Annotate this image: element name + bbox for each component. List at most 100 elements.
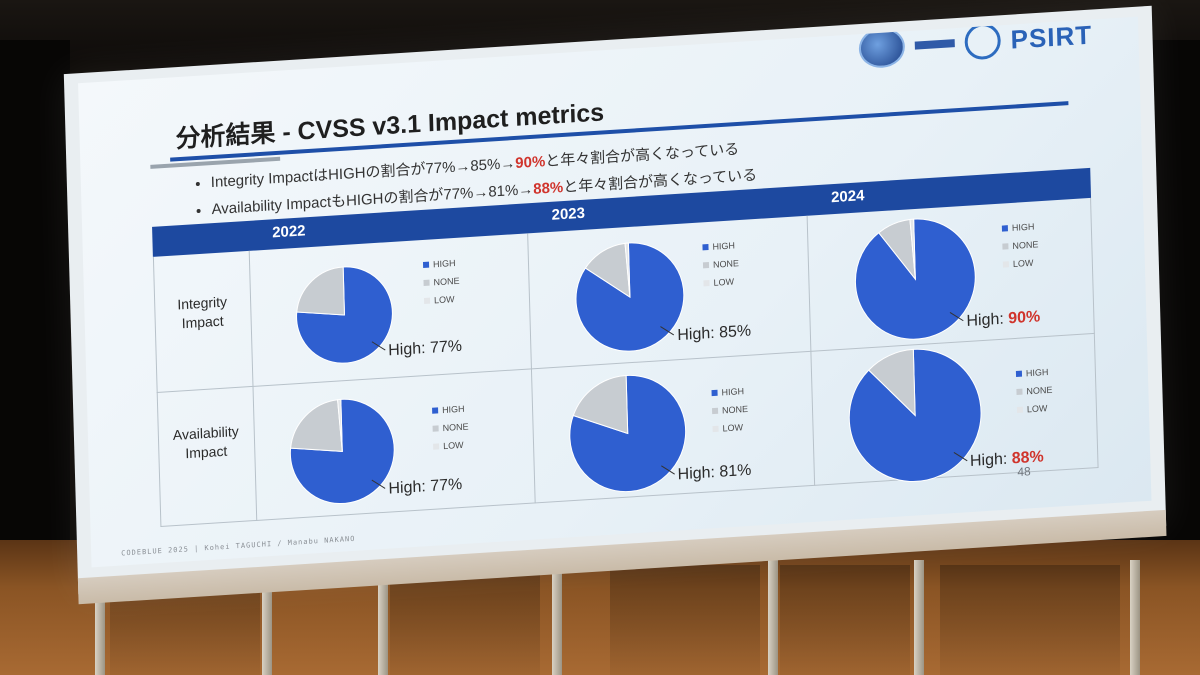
legend-swatch xyxy=(1001,225,1008,232)
legend-item: HIGH xyxy=(711,382,747,402)
legend-label: NONE xyxy=(712,258,740,270)
pie-legend: HIGH NONE LOW xyxy=(711,382,748,438)
logo-stripe xyxy=(914,39,955,50)
high-percent-label: High: 77% xyxy=(388,337,463,360)
pie-chart xyxy=(848,348,982,482)
pie-slice-low xyxy=(337,398,343,452)
legend-label: NONE xyxy=(721,403,749,416)
legend-swatch xyxy=(711,407,719,415)
legend-swatch xyxy=(711,389,718,397)
legend-item: NONE xyxy=(1016,381,1053,401)
page-number: 48 xyxy=(1017,464,1031,480)
legend-label: NONE xyxy=(1012,239,1039,251)
legend-label: NONE xyxy=(442,421,469,434)
bullet-highlight: 90% xyxy=(515,153,546,172)
high-label-value: 90% xyxy=(1008,308,1041,328)
pie-chart-cell: HIGH NONE LOW High: 90% xyxy=(812,205,1085,347)
year-header-2023: 2023 xyxy=(551,204,586,224)
wall-post xyxy=(378,560,388,675)
wall-panel xyxy=(610,565,760,675)
legend-item: NONE xyxy=(1002,235,1039,255)
row-label-line: Impact xyxy=(181,312,224,332)
wall-panel xyxy=(940,565,1120,675)
legend-label: HIGH xyxy=(721,386,745,398)
pie-chart-cell: HIGH NONE LOW High: 81% xyxy=(536,358,809,500)
legend-label: NONE xyxy=(1026,384,1053,397)
pie-chart-cell: HIGH NONE LOW High: 88% xyxy=(816,341,1089,483)
pie-legend: HIGH NONE LOW xyxy=(432,399,469,455)
row-label-availability: Availability Impact xyxy=(166,421,247,464)
legend-item: HIGH xyxy=(432,399,468,419)
legend-item: HIGH xyxy=(422,254,459,274)
pie-legend: HIGH NONE LOW xyxy=(1015,363,1053,419)
wall-post xyxy=(95,560,105,675)
legend-item: LOW xyxy=(1016,399,1053,419)
globe-logo-icon xyxy=(858,26,906,70)
wall-panel xyxy=(390,565,540,675)
pie-chart xyxy=(569,374,687,493)
legend-swatch xyxy=(422,261,430,268)
legend-item: NONE xyxy=(702,254,740,274)
legend-item: LOW xyxy=(1002,253,1039,273)
wall-post xyxy=(552,560,562,675)
wall-post xyxy=(1130,560,1140,675)
high-percent-label: High: 88% xyxy=(970,448,1044,471)
legend-label: HIGH xyxy=(1011,221,1035,233)
left-speaker xyxy=(0,40,70,560)
legend-item: LOW xyxy=(433,435,469,455)
legend-item: NONE xyxy=(432,417,469,437)
legend-swatch xyxy=(432,425,439,432)
high-percent-label: High: 81% xyxy=(677,461,752,484)
legend-swatch xyxy=(423,297,431,304)
legend-swatch xyxy=(702,262,710,269)
legend-swatch xyxy=(1015,370,1023,377)
legend-label: HIGH xyxy=(432,257,456,270)
high-percent-label: High: 77% xyxy=(388,476,463,498)
legend-swatch xyxy=(1002,243,1009,250)
legend-label: LOW xyxy=(433,294,455,306)
row-label-integrity: Integrity Impact xyxy=(162,291,243,334)
wall-post xyxy=(262,560,272,675)
legend-swatch xyxy=(432,407,439,414)
legend-label: HIGH xyxy=(712,240,736,252)
legend-item: HIGH xyxy=(1015,363,1052,383)
legend-label: LOW xyxy=(722,422,744,434)
pie-chart xyxy=(289,398,395,505)
pie-slice-none xyxy=(296,266,345,316)
legend-swatch xyxy=(703,280,710,287)
legend-swatch xyxy=(1016,406,1024,413)
legend-item: HIGH xyxy=(1001,217,1038,237)
pie-legend: HIGH NONE LOW xyxy=(702,236,739,292)
legend-label: NONE xyxy=(433,275,460,288)
legend-item: NONE xyxy=(711,400,749,420)
projection-screen: PSIRT 分析結果 - CVSS v3.1 Impact metrics In… xyxy=(63,5,1167,605)
legend-item: LOW xyxy=(712,418,748,438)
legend-item: NONE xyxy=(423,272,460,292)
legend-swatch xyxy=(433,443,440,450)
high-label-prefix: High: xyxy=(969,450,1012,470)
psirt-logo-text: PSIRT xyxy=(1010,19,1093,55)
pie-slice-low xyxy=(624,242,631,298)
psirt-mark-icon xyxy=(964,22,1002,61)
bullet-highlight: 88% xyxy=(533,179,564,198)
legend-swatch xyxy=(702,244,709,251)
legend-item: LOW xyxy=(423,290,460,310)
legend-label: LOW xyxy=(1012,257,1034,269)
legend-item: HIGH xyxy=(702,236,738,256)
legend-label: HIGH xyxy=(441,403,465,416)
wall-panel xyxy=(780,565,910,675)
high-percent-label: High: 90% xyxy=(966,309,1040,332)
pie-chart xyxy=(855,218,976,340)
pie-chart xyxy=(575,242,685,352)
pie-charts: HIGH NONE LOW High: 77% HIGH NONE LOW High: 85%… xyxy=(152,168,1090,505)
legend-swatch xyxy=(423,279,430,286)
pie-slice-low xyxy=(909,218,916,280)
year-header-2024: 2024 xyxy=(830,187,865,207)
legend-swatch xyxy=(712,425,719,433)
legend-label: HIGH xyxy=(1025,366,1049,379)
year-header-2022: 2022 xyxy=(271,222,306,242)
legend-label: LOW xyxy=(1026,403,1048,415)
legend-label: LOW xyxy=(713,276,735,288)
legend-swatch xyxy=(1016,388,1023,395)
